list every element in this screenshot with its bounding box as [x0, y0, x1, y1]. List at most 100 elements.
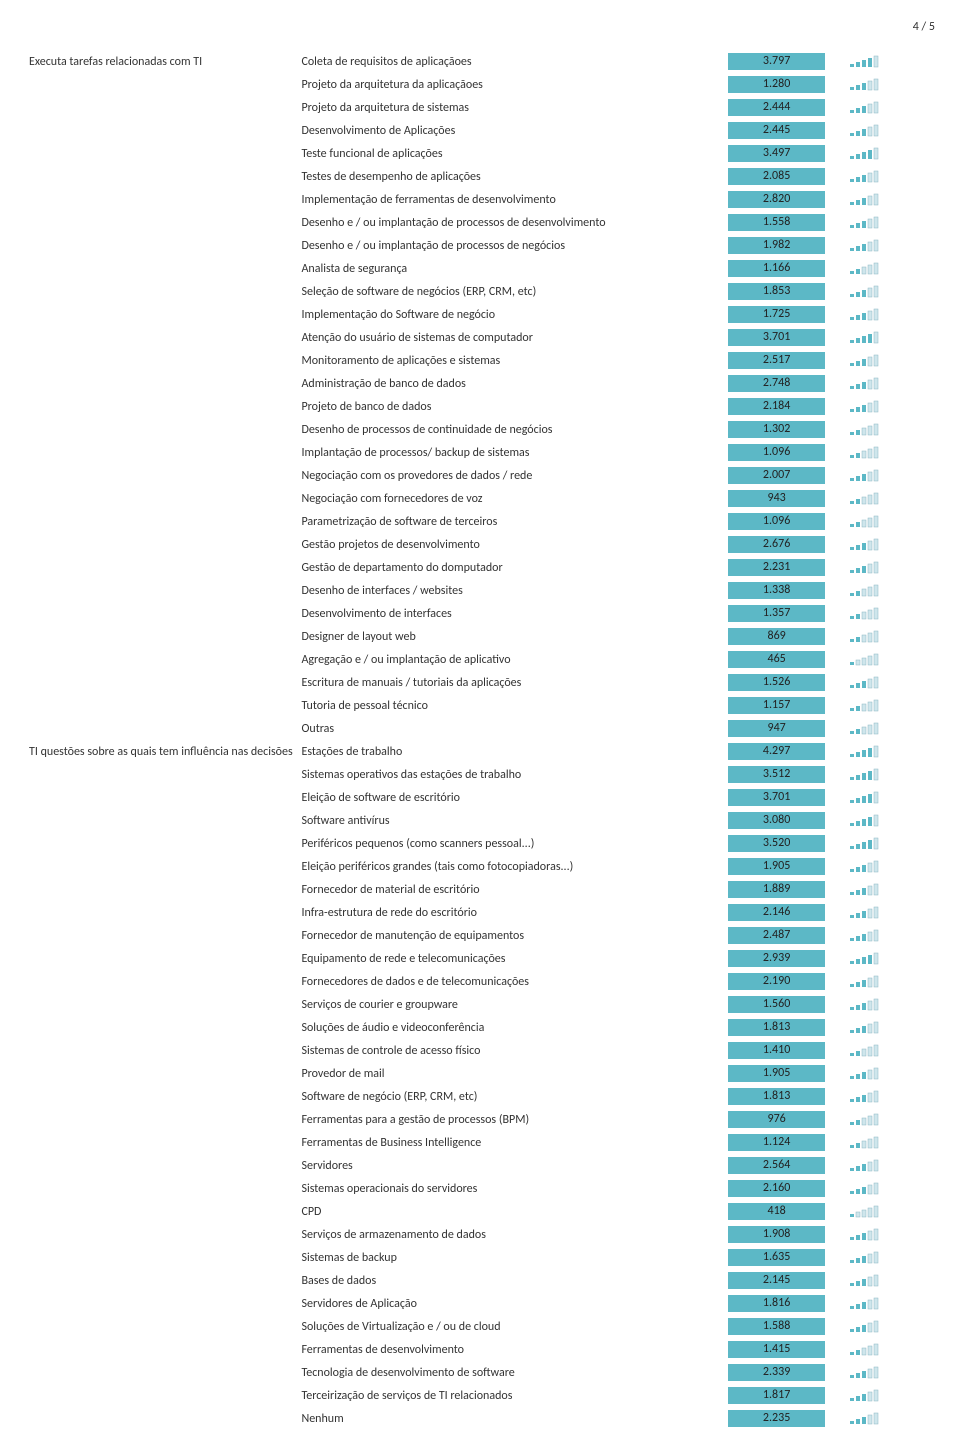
signal-bars-icon	[829, 1202, 935, 1225]
row-value: 4.297	[724, 742, 829, 765]
table-row: Projeto da arquitetura de sistemas2.444	[25, 98, 935, 121]
value-box: 2.445	[728, 122, 825, 139]
value-box: 943	[728, 490, 825, 507]
table-row: Atenção do usuário de sistemas de comput…	[25, 328, 935, 351]
table-row: Seleção de software de negócios (ERP, CR…	[25, 282, 935, 305]
category-cell	[25, 949, 297, 972]
row-value: 1.280	[724, 75, 829, 98]
table-row: TI questões sobre as quais tem influênci…	[25, 742, 935, 765]
signal-bars-icon	[829, 75, 935, 98]
signal-bars-icon	[829, 52, 935, 75]
table-row: Soluções de Virtualização e / ou de clou…	[25, 1317, 935, 1340]
row-label: Projeto da arquitetura da aplicaçãoes	[297, 75, 724, 98]
row-label: Ferramentas de Business Intelligence	[297, 1133, 724, 1156]
signal-bars-icon	[829, 374, 935, 397]
row-label: Nenhum	[297, 1409, 724, 1432]
signal-bars-icon	[829, 949, 935, 972]
row-value: 1.338	[724, 581, 829, 604]
category-cell	[25, 857, 297, 880]
row-label: Provedor de mail	[297, 1064, 724, 1087]
signal-bars-icon	[829, 581, 935, 604]
row-value: 1.853	[724, 282, 829, 305]
row-value: 2.085	[724, 167, 829, 190]
table-row: Ferramentas de desenvolvimento1.415	[25, 1340, 935, 1363]
row-label: Ferramentas para a gestão de processos (…	[297, 1110, 724, 1133]
row-label: Outras	[297, 719, 724, 742]
table-row: Tutoria de pessoal técnico1.157	[25, 696, 935, 719]
value-box: 1.166	[728, 260, 825, 277]
value-box: 1.338	[728, 582, 825, 599]
row-label: Atenção do usuário de sistemas de comput…	[297, 328, 724, 351]
row-value: 1.526	[724, 673, 829, 696]
signal-bars-icon	[829, 420, 935, 443]
row-label: Designer de layout web	[297, 627, 724, 650]
category-cell	[25, 1409, 297, 1432]
category-cell: TI questões sobre as quais tem influênci…	[25, 742, 297, 765]
signal-bars-icon	[829, 1041, 935, 1064]
row-label: Agregação e / ou implantação de aplicati…	[297, 650, 724, 673]
signal-bars-icon	[829, 512, 935, 535]
row-label: Implementação de ferramentas de desenvol…	[297, 190, 724, 213]
signal-bars-icon	[829, 1340, 935, 1363]
category-cell	[25, 604, 297, 627]
signal-bars-icon	[829, 719, 935, 742]
value-box: 1.096	[728, 444, 825, 461]
table-row: Tecnologia de desenvolvimento de softwar…	[25, 1363, 935, 1386]
table-row: Projeto da arquitetura da aplicaçãoes1.2…	[25, 75, 935, 98]
value-box: 1.813	[728, 1019, 825, 1036]
value-box: 3.520	[728, 835, 825, 852]
row-value: 1.588	[724, 1317, 829, 1340]
row-label: Fornecedores de dados e de telecomunicaç…	[297, 972, 724, 995]
row-label: Terceirização de serviços de TI relacion…	[297, 1386, 724, 1409]
category-cell	[25, 328, 297, 351]
row-label: Desenho e / ou implantação de processos …	[297, 236, 724, 259]
value-box: 418	[728, 1203, 825, 1220]
value-box: 2.007	[728, 467, 825, 484]
row-value: 1.558	[724, 213, 829, 236]
table-row: Servidores2.564	[25, 1156, 935, 1179]
table-row: Administração de banco de dados2.748	[25, 374, 935, 397]
table-row: Monitoramento de aplicações e sistemas2.…	[25, 351, 935, 374]
row-label: Gestão de departamento do domputador	[297, 558, 724, 581]
category-cell	[25, 788, 297, 811]
signal-bars-icon	[829, 1409, 935, 1432]
value-box: 4.297	[728, 743, 825, 760]
signal-bars-icon	[829, 604, 935, 627]
signal-bars-icon	[829, 443, 935, 466]
category-cell	[25, 351, 297, 374]
value-box: 2.235	[728, 1410, 825, 1427]
row-value: 1.415	[724, 1340, 829, 1363]
signal-bars-icon	[829, 1225, 935, 1248]
value-box: 3.797	[728, 53, 825, 70]
table-row: Parametrização de software de terceiros1…	[25, 512, 935, 535]
row-value: 1.816	[724, 1294, 829, 1317]
value-box: 2.564	[728, 1157, 825, 1174]
row-value: 947	[724, 719, 829, 742]
value-box: 3.497	[728, 145, 825, 162]
signal-bars-icon	[829, 926, 935, 949]
signal-bars-icon	[829, 305, 935, 328]
row-label: Servidores	[297, 1156, 724, 1179]
table-row: Infra-estrutura de rede do escritório2.1…	[25, 903, 935, 926]
value-box: 1.908	[728, 1226, 825, 1243]
row-value: 3.512	[724, 765, 829, 788]
row-value: 1.813	[724, 1018, 829, 1041]
row-label: Administração de banco de dados	[297, 374, 724, 397]
category-cell	[25, 144, 297, 167]
category-cell	[25, 1064, 297, 1087]
row-value: 1.889	[724, 880, 829, 903]
category-cell: Executa tarefas relacionadas com TI	[25, 52, 297, 75]
value-box: 1.558	[728, 214, 825, 231]
category-cell	[25, 374, 297, 397]
row-value: 2.339	[724, 1363, 829, 1386]
row-label: Soluções de Virtualização e / ou de clou…	[297, 1317, 724, 1340]
table-row: Implementação de ferramentas de desenvol…	[25, 190, 935, 213]
row-value: 3.701	[724, 788, 829, 811]
value-box: 1.357	[728, 605, 825, 622]
value-box: 1.635	[728, 1249, 825, 1266]
signal-bars-icon	[829, 1018, 935, 1041]
table-row: Implementação do Software de negócio1.72…	[25, 305, 935, 328]
category-cell	[25, 1179, 297, 1202]
category-cell	[25, 972, 297, 995]
table-row: Gestão de departamento do domputador2.23…	[25, 558, 935, 581]
